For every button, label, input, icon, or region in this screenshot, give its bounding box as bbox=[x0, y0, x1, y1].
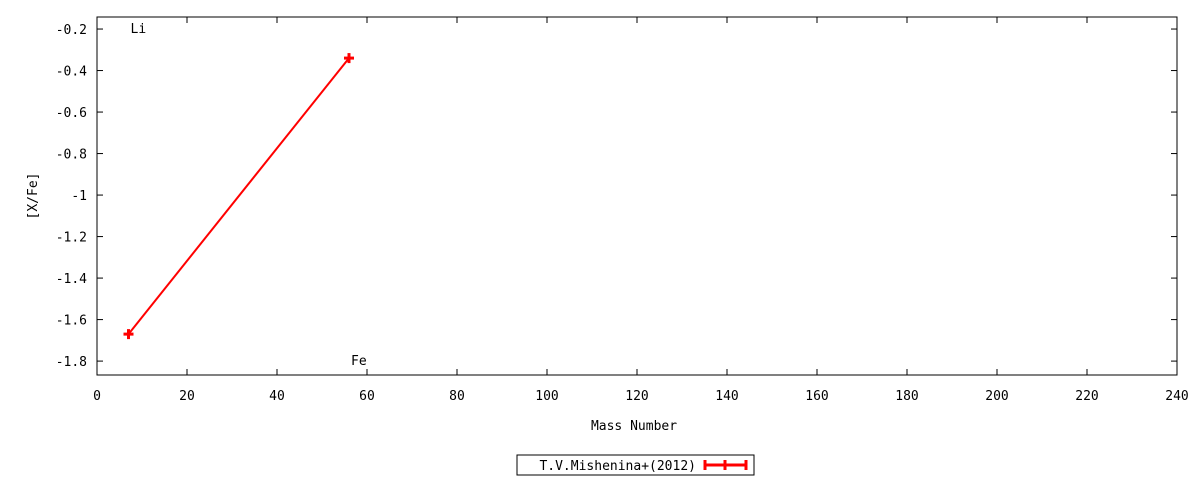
y-tick-label: -1.8 bbox=[56, 355, 87, 370]
x-tick-label: 160 bbox=[805, 389, 828, 404]
y-tick-label: -1.6 bbox=[56, 314, 87, 329]
x-tick-label: 240 bbox=[1165, 389, 1188, 404]
axes: 0 20 40 60 80 100 120 140 160 180 200 220 240 -0.2 -0.… bbox=[56, 16, 1189, 404]
series-line bbox=[127, 57, 350, 335]
series-marks: Li Fe bbox=[123, 22, 367, 369]
x-tick-label: 20 bbox=[179, 389, 195, 404]
data-point bbox=[123, 329, 134, 340]
x-tick-label: 180 bbox=[895, 389, 918, 404]
plot-frame bbox=[96, 16, 1178, 376]
y-tick-label: -1.2 bbox=[56, 231, 87, 246]
x-tick-label: 200 bbox=[985, 389, 1008, 404]
x-tick-label: 120 bbox=[625, 389, 648, 404]
y-tick-label: -0.6 bbox=[56, 106, 87, 121]
element-label: Fe bbox=[351, 354, 367, 369]
x-tick-label: 40 bbox=[269, 389, 285, 404]
x-tick-label: 140 bbox=[715, 389, 738, 404]
legend: T.V.Mishenina+(2012) bbox=[516, 454, 755, 476]
legend-box bbox=[516, 454, 755, 476]
x-tick-label: 220 bbox=[1075, 389, 1098, 404]
y-tick-label: -1 bbox=[71, 189, 87, 204]
x-tick-label: 60 bbox=[359, 389, 375, 404]
x-axis-label: Mass Number bbox=[591, 419, 677, 434]
y-tick-label: -0.2 bbox=[56, 23, 87, 38]
legend-swatch bbox=[703, 460, 748, 470]
y-tick-label: -0.8 bbox=[56, 148, 87, 163]
x-tick-label: 0 bbox=[93, 389, 101, 404]
legend-label: T.V.Mishenina+(2012) bbox=[539, 459, 696, 474]
element-label: Li bbox=[131, 22, 147, 37]
y-axis-label: [X/Fe] bbox=[26, 173, 41, 220]
data-point bbox=[344, 53, 354, 64]
y-tick-label: -0.4 bbox=[56, 65, 87, 80]
x-tick-label: 100 bbox=[535, 389, 558, 404]
y-tick-label: -1.4 bbox=[56, 272, 87, 287]
x-tick-label: 80 bbox=[449, 389, 465, 404]
